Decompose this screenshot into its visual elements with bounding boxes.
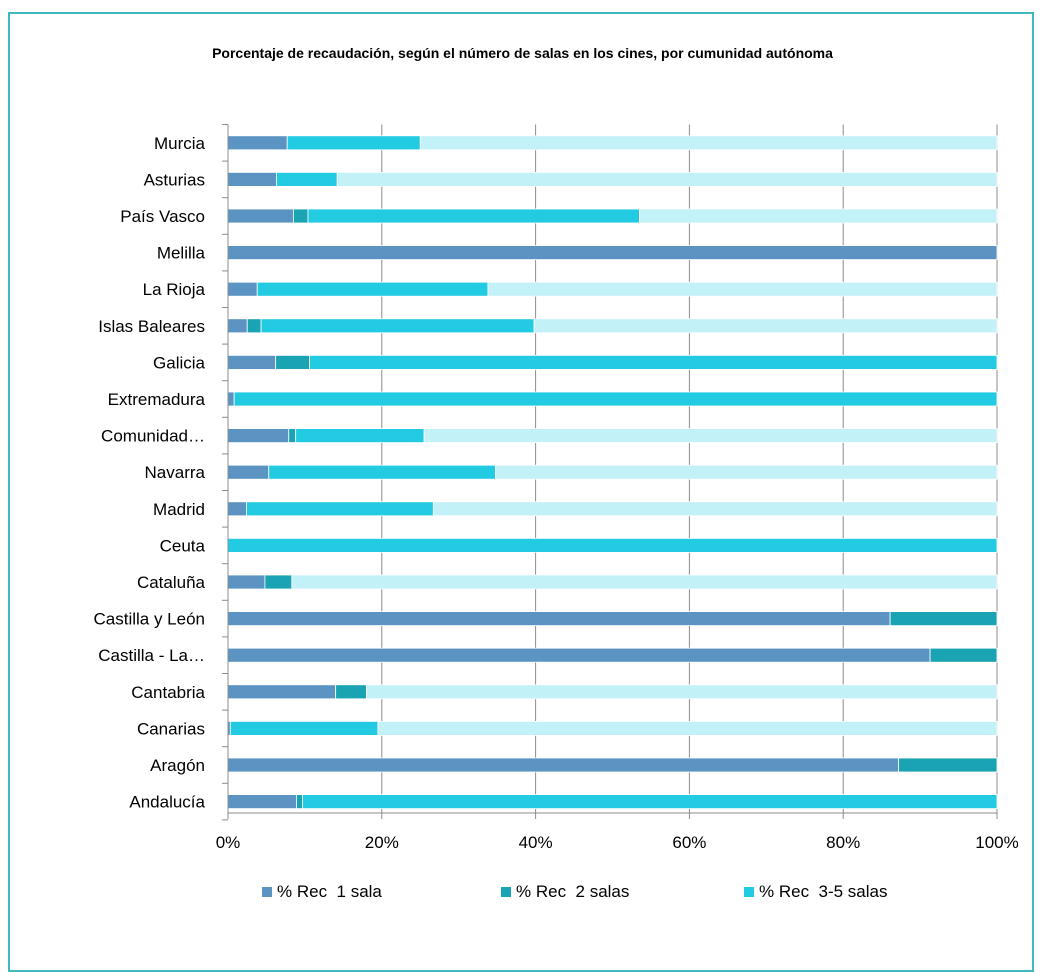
category-label: Extremadura	[108, 390, 206, 409]
legend-swatch	[501, 887, 511, 897]
bar-segment-series-2	[288, 428, 297, 444]
bar-segment-series-3	[229, 721, 379, 736]
bar-segment-series-1	[227, 208, 294, 224]
bar-segment-series-4	[291, 574, 998, 590]
bar-segment-series-3	[268, 464, 497, 480]
bar-segment-series-4	[366, 684, 998, 700]
bar-segment-series-2	[335, 684, 367, 700]
tick-labels: 0% 20% 40% 60% 80% 100%	[216, 833, 1019, 852]
bar-segment-series-3	[276, 171, 338, 187]
category-label: País Vasco	[120, 207, 205, 226]
x-tick-label: 80%	[826, 833, 860, 852]
bar-segment-series-4	[377, 721, 998, 736]
bar-segment-series-2	[929, 647, 998, 663]
x-tick-label: 40%	[519, 833, 553, 852]
bar-segment-series-3	[246, 501, 434, 517]
category-label: Asturias	[144, 170, 205, 189]
bar-segment-series-3	[295, 428, 425, 444]
bar-segment-series-1	[227, 391, 235, 407]
bar-segment-series-2	[889, 611, 998, 626]
bar-segment-series-1	[227, 428, 290, 444]
category-label: Castilla - La…	[98, 646, 205, 665]
category-label: Cataluña	[137, 573, 206, 592]
legend: % Rec 1 sala % Rec 2 salas % Rec 3-5 salas	[262, 882, 888, 901]
bar-segment-series-2	[292, 208, 309, 224]
bar-segment-series-3	[286, 135, 421, 151]
bar-segment-series-1	[227, 611, 891, 626]
category-label: Galicia	[153, 353, 206, 372]
bar-segment-series-2	[898, 757, 998, 773]
legend-label: % Rec 2 salas	[516, 882, 629, 901]
bar-segment-series-3	[260, 318, 535, 334]
bar-segment-series-2	[246, 318, 262, 334]
bar-segment-series-3	[302, 794, 998, 809]
category-label: Madrid	[153, 500, 205, 519]
category-label: Comunidad…	[101, 427, 205, 446]
bar-segment-series-4	[423, 428, 998, 444]
bar-segment-series-2	[275, 354, 310, 370]
category-label: Navarra	[145, 463, 206, 482]
axes	[222, 124, 998, 821]
bar-segment-series-2	[264, 574, 293, 590]
x-tick-label: 100%	[975, 833, 1018, 852]
bar-segment-series-2	[296, 794, 303, 809]
bar-segment-series-1	[227, 281, 258, 297]
category-label: Canarias	[137, 719, 205, 738]
x-tick-label: 0%	[216, 833, 241, 852]
bar-segment-series-3	[307, 208, 640, 224]
bar-segment-series-1	[227, 245, 998, 261]
bar-segment-series-4	[487, 281, 998, 297]
bar-segment-series-4	[432, 501, 998, 517]
bar-segment-series-1	[227, 171, 277, 187]
bar-segment-series-3	[256, 281, 489, 297]
legend-label: % Rec 1 sala	[277, 882, 382, 901]
chart-title: Porcentaje de recaudación, según el núme…	[212, 45, 833, 61]
bar-segment-series-1	[227, 354, 277, 370]
bar-segment-series-1	[227, 318, 248, 334]
bar-segment-series-4	[336, 171, 998, 187]
bar-segment-series-1	[227, 757, 899, 773]
bars	[227, 135, 998, 809]
x-tick-label: 60%	[672, 833, 706, 852]
legend-swatch	[262, 887, 272, 897]
bar-segment-series-1	[227, 574, 266, 590]
category-label: Andalucía	[129, 793, 205, 812]
bar-segment-series-3	[227, 538, 998, 553]
bar-segment-series-4	[639, 208, 998, 224]
bar-segment-series-4	[533, 318, 998, 334]
category-label: Murcia	[154, 134, 206, 153]
category-label: Cantabria	[131, 683, 205, 702]
category-labels: Murcia Asturias País Vasco Melilla La Rioja I…	[93, 134, 205, 812]
bar-segment-series-4	[495, 464, 998, 480]
bar-segment-series-1	[227, 135, 288, 151]
category-label: Castilla y León	[93, 610, 205, 629]
bar-segment-series-1	[227, 647, 931, 663]
category-label: Islas Baleares	[98, 317, 205, 336]
category-label: Aragón	[150, 756, 205, 775]
bar-segment-series-1	[227, 794, 297, 809]
bar-segment-series-1	[227, 501, 247, 517]
category-label: Melilla	[157, 244, 206, 263]
bar-segment-series-4	[419, 135, 998, 151]
category-label: Ceuta	[160, 536, 206, 555]
bar-segment-series-1	[227, 684, 337, 700]
legend-swatch	[744, 887, 754, 897]
legend-label: % Rec 3-5 salas	[759, 882, 888, 901]
bar-segment-series-1	[227, 464, 270, 480]
bar-segment-series-3	[233, 391, 998, 407]
x-tick-label: 20%	[365, 833, 399, 852]
bar-segment-series-3	[309, 354, 998, 370]
category-label: La Rioja	[143, 280, 206, 299]
